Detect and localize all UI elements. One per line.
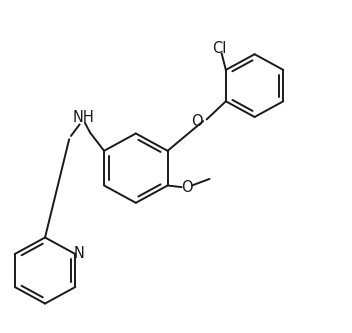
Text: Cl: Cl xyxy=(212,41,226,56)
Text: NH: NH xyxy=(72,110,94,125)
Text: O: O xyxy=(191,114,203,129)
Text: O: O xyxy=(181,179,193,195)
Text: N: N xyxy=(74,245,85,260)
